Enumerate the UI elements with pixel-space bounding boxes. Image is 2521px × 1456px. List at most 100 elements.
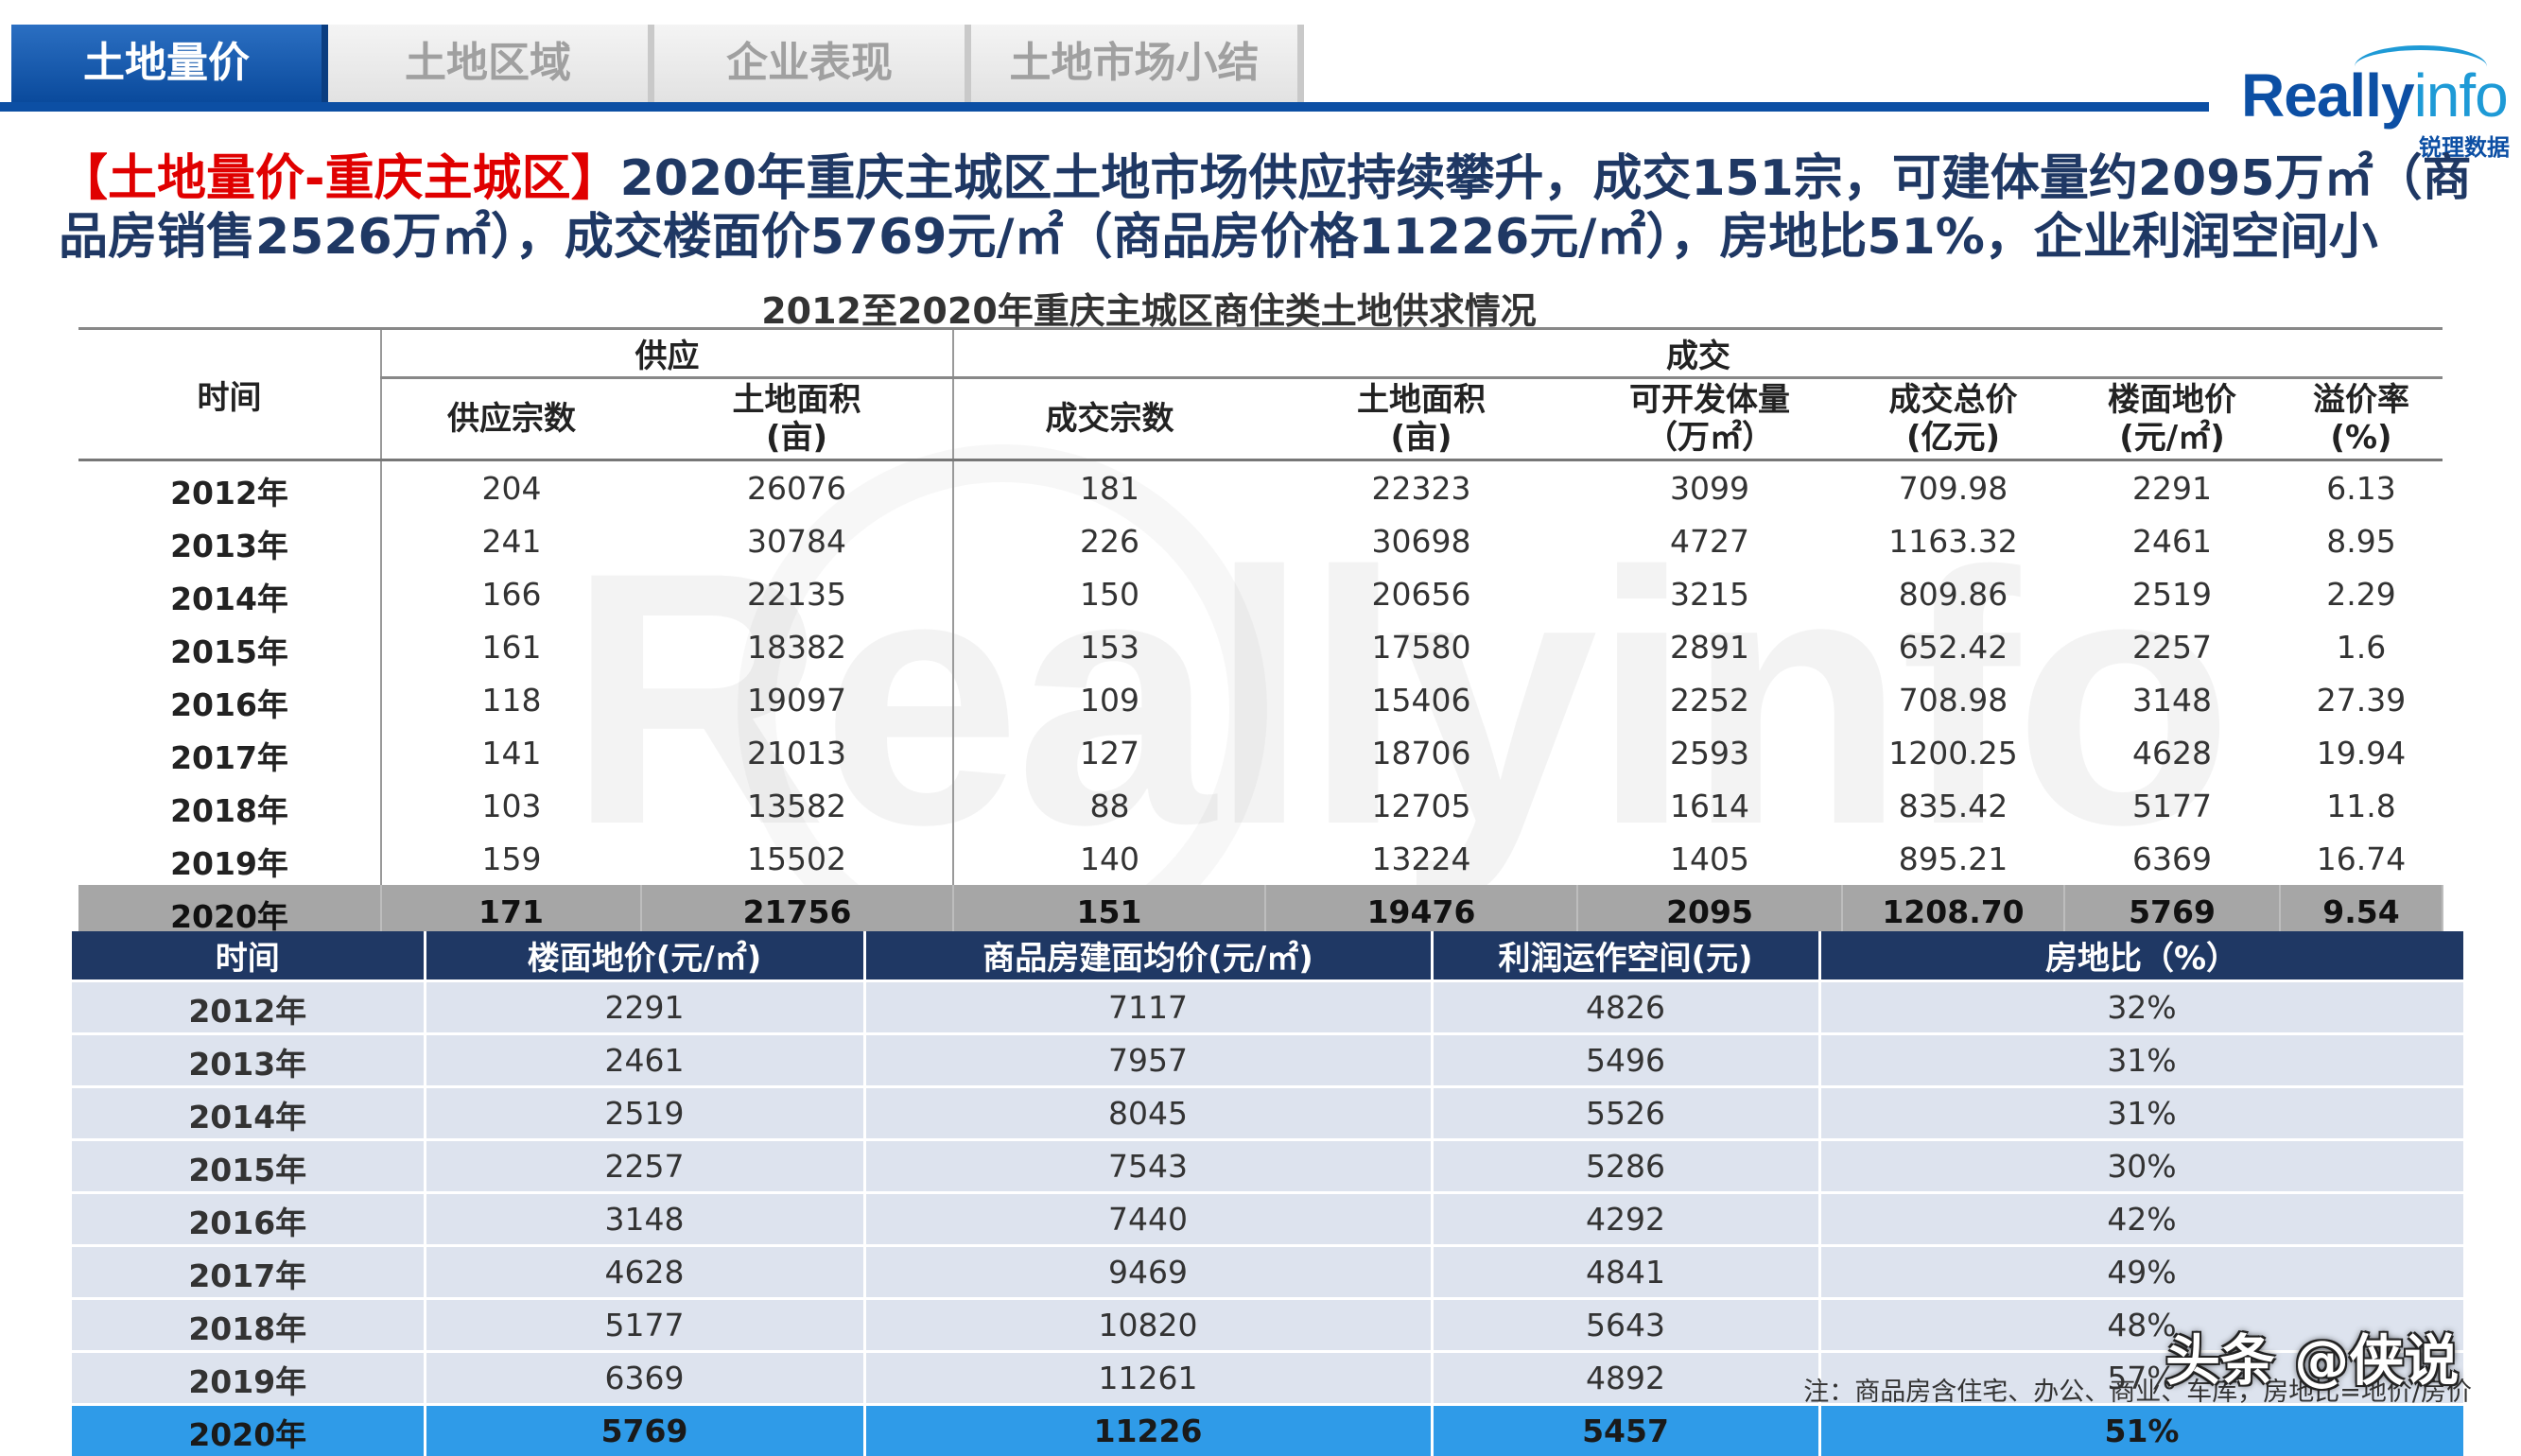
- table-cell: 140: [953, 832, 1265, 885]
- table-cell: 88: [953, 779, 1265, 832]
- table-cell: 4628: [425, 1246, 864, 1299]
- table-cell: 4841: [1432, 1246, 1819, 1299]
- table-cell: 2519: [2064, 567, 2280, 620]
- table-cell: 652.42: [1842, 620, 2064, 673]
- table-cell: 3215: [1577, 567, 1842, 620]
- table-cell: 3148: [425, 1193, 864, 1246]
- table-cell: 118: [381, 673, 641, 726]
- row-year: 2017年: [78, 726, 381, 779]
- table-cell: 4892: [1432, 1352, 1819, 1405]
- table-cell: 5177: [2064, 779, 2280, 832]
- table-cell: 2291: [425, 981, 864, 1034]
- row-year: 2016年: [72, 1193, 425, 1246]
- table-cell: 4292: [1432, 1193, 1819, 1246]
- table-cell: 2461: [2064, 514, 2280, 567]
- table-cell: 809.86: [1842, 567, 2064, 620]
- table-cell: 708.98: [1842, 673, 2064, 726]
- table-cell: 20656: [1265, 567, 1577, 620]
- table-cell: 166: [381, 567, 641, 620]
- table-cell: 26076: [641, 460, 953, 515]
- table-cell: 204: [381, 460, 641, 515]
- table-cell: 4727: [1577, 514, 1842, 567]
- col-deal-area: 土地面积(亩): [1265, 378, 1577, 460]
- table-cell: 5643: [1432, 1299, 1819, 1352]
- t2-col-floor-price: 楼面地价(元/㎡): [425, 931, 864, 981]
- table-cell: 22323: [1265, 460, 1577, 515]
- table-cell: 49%: [1819, 1246, 2464, 1299]
- table-cell: 8.95: [2280, 514, 2443, 567]
- table-cell: 27.39: [2280, 673, 2443, 726]
- t2-col-profit-space: 利润运作空间(元): [1432, 931, 1819, 981]
- land-supply-demand-table: 时间 供应 成交 供应宗数 土地面积(亩) 成交宗数 土地面积(亩) 可开发体量…: [78, 327, 2443, 990]
- table-cell: 2095: [1577, 885, 1842, 938]
- tab-company-performance[interactable]: 企业表现: [654, 25, 971, 102]
- table-cell: 5286: [1432, 1140, 1819, 1193]
- table-cell: 30%: [1819, 1140, 2464, 1193]
- tab-market-summary[interactable]: 土地市场小结: [971, 25, 1304, 102]
- table-cell: 6369: [425, 1352, 864, 1405]
- row-year: 2018年: [78, 779, 381, 832]
- tab-land-region[interactable]: 土地区域: [328, 25, 654, 102]
- table-cell: 1163.32: [1842, 514, 2064, 567]
- table-cell: 6.13: [2280, 460, 2443, 515]
- col-premium: 溢价率(%): [2280, 378, 2443, 460]
- table-cell: 15502: [641, 832, 953, 885]
- row-year: 2015年: [72, 1140, 425, 1193]
- table-cell: 9.54: [2280, 885, 2443, 938]
- table-cell: 150: [953, 567, 1265, 620]
- table-cell: 2291: [2064, 460, 2280, 515]
- table-cell: 3099: [1577, 460, 1842, 515]
- group-supply: 供应: [381, 329, 953, 378]
- table-cell: 42%: [1819, 1193, 2464, 1246]
- table-cell: 17580: [1265, 620, 1577, 673]
- table-cell: 226: [953, 514, 1265, 567]
- table-cell: 8045: [864, 1087, 1432, 1140]
- table-cell: 1614: [1577, 779, 1842, 832]
- table-cell: 21013: [641, 726, 953, 779]
- row-year: 2018年: [72, 1299, 425, 1352]
- row-year: 2014年: [78, 567, 381, 620]
- group-deal: 成交: [953, 329, 2443, 378]
- table-cell: 5769: [425, 1405, 864, 1456]
- row-year: 2012年: [78, 460, 381, 515]
- table-cell: 2593: [1577, 726, 1842, 779]
- col-supply-area: 土地面积(亩): [641, 378, 953, 460]
- source-stamp: 头条 @侠说: [2165, 1316, 2459, 1395]
- logo-wordmark: Reallyinfo: [2241, 61, 2508, 130]
- table-cell: 895.21: [1842, 832, 2064, 885]
- table-cell: 11261: [864, 1352, 1432, 1405]
- table-cell: 6369: [2064, 832, 2280, 885]
- table-cell: 5496: [1432, 1034, 1819, 1087]
- table-cell: 7440: [864, 1193, 1432, 1246]
- table-cell: 18382: [641, 620, 953, 673]
- table-cell: 16.74: [2280, 832, 2443, 885]
- headline-highlight: 【土地量价-重庆主城区】: [59, 150, 620, 207]
- col-supply-count: 供应宗数: [381, 378, 641, 460]
- table-cell: 5177: [425, 1299, 864, 1352]
- table-cell: 18706: [1265, 726, 1577, 779]
- table-cell: 159: [381, 832, 641, 885]
- table-cell: 21756: [641, 885, 953, 938]
- table-cell: 11226: [864, 1405, 1432, 1456]
- row-year: 2019年: [72, 1352, 425, 1405]
- table-cell: 10820: [864, 1299, 1432, 1352]
- table-cell: 1200.25: [1842, 726, 2064, 779]
- page-headline: 【土地量价-重庆主城区】2020年重庆主城区土地市场供应持续攀升，成交151宗，…: [59, 149, 2479, 267]
- table-cell: 7957: [864, 1034, 1432, 1087]
- table-cell: 7543: [864, 1140, 1432, 1193]
- row-year: 2017年: [72, 1246, 425, 1299]
- tab-land-volume-price[interactable]: 土地量价: [11, 25, 328, 102]
- table-cell: 32%: [1819, 981, 2464, 1034]
- col-deal-count: 成交宗数: [953, 378, 1265, 460]
- col-buildable: 可开发体量（万㎡）: [1577, 378, 1842, 460]
- table-cell: 4826: [1432, 981, 1819, 1034]
